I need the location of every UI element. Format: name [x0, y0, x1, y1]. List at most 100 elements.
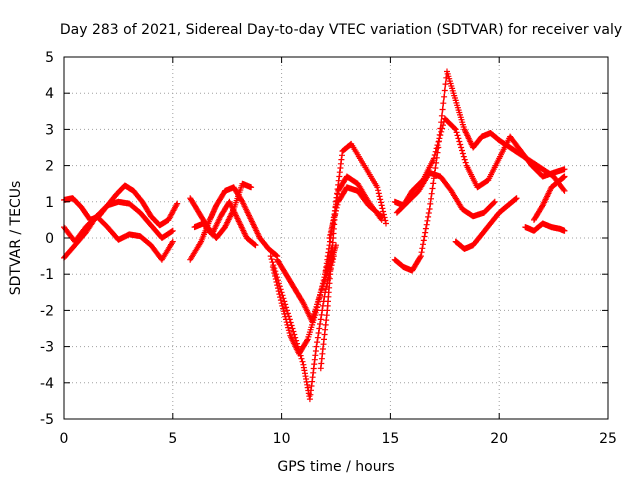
data-point [377, 196, 384, 203]
data-point [252, 242, 259, 249]
data-point [282, 313, 289, 320]
data-point [276, 291, 283, 298]
data-point [277, 297, 284, 304]
data-point [442, 81, 449, 88]
data-point [491, 198, 498, 205]
x-tick-label: 5 [168, 431, 177, 447]
data-point [280, 308, 287, 315]
data-point [452, 126, 459, 133]
data-point [433, 159, 440, 166]
data-point [314, 339, 321, 346]
y-axis-label: SDTVAR / TECUs [8, 181, 24, 296]
data-point [432, 148, 439, 155]
data-point [451, 125, 458, 132]
data-point [437, 132, 444, 139]
data-point [286, 330, 293, 336]
y-tick-label: 0 [45, 231, 54, 247]
data-point [418, 249, 425, 256]
data-point [378, 199, 384, 206]
data-point [420, 241, 426, 248]
data-point [289, 325, 296, 332]
data-point [285, 324, 292, 331]
data-point [284, 307, 290, 314]
data-point [428, 190, 435, 197]
axis-ticks [63, 56, 609, 420]
data-point [490, 199, 497, 206]
data-point [329, 222, 336, 229]
y-tick-label: -2 [40, 303, 54, 319]
y-tick-label: 4 [45, 86, 54, 102]
chart-title: Day 283 of 2021, Sidereal Day-to-day VTE… [60, 22, 622, 38]
y-tick-label: -5 [40, 412, 54, 428]
data-point [333, 204, 340, 211]
data-point [457, 141, 464, 148]
data-points [61, 68, 568, 403]
data-point [283, 316, 289, 323]
data-point [275, 288, 282, 295]
data-point [375, 190, 382, 197]
data-point [438, 112, 445, 119]
data-point [376, 193, 383, 200]
data-point [425, 210, 432, 216]
y-tick-label: 5 [45, 50, 54, 66]
data-point [383, 220, 389, 227]
data-point [380, 208, 387, 215]
data-point [434, 142, 441, 149]
data-point [436, 135, 443, 142]
data-point [458, 144, 465, 151]
x-tick-label: 0 [60, 431, 69, 447]
data-point [298, 355, 305, 362]
data-point [277, 294, 284, 301]
data-point [456, 138, 463, 145]
y-tick-label: -4 [40, 376, 54, 392]
series-arc-18 [531, 173, 568, 223]
data-point [290, 328, 297, 335]
y-tick-label: -1 [40, 267, 54, 283]
data-point [317, 316, 324, 323]
data-point [420, 237, 427, 244]
data-point [271, 270, 278, 276]
data-point [314, 334, 321, 341]
data-point [375, 187, 382, 194]
series-arc-14 [391, 115, 568, 209]
data-point [441, 87, 448, 94]
series-arc-9 [274, 242, 339, 325]
data-point [426, 206, 433, 212]
series-arc-3 [61, 213, 176, 263]
data-point [315, 330, 322, 336]
data-point [330, 216, 337, 223]
data-point [304, 337, 310, 344]
data-point [280, 305, 287, 312]
data-point [454, 132, 461, 139]
x-tick-label: 10 [273, 431, 291, 447]
data-point [269, 264, 276, 270]
data-point [328, 225, 335, 232]
data-point [438, 128, 445, 135]
data-point [284, 321, 291, 328]
x-tick-label: 25 [599, 431, 617, 447]
data-point [433, 145, 440, 152]
data-point [422, 229, 429, 236]
data-point [278, 300, 285, 307]
data-point [378, 213, 385, 220]
data-point [462, 159, 469, 166]
data-point [459, 150, 466, 157]
data-point [459, 147, 465, 154]
series-arc-6 [191, 198, 259, 249]
data-point [422, 225, 429, 232]
data-point [285, 327, 292, 334]
data-point [439, 125, 446, 132]
data-point [327, 232, 334, 238]
series-arc-16 [452, 195, 520, 252]
data-point [560, 186, 567, 193]
data-point [270, 267, 277, 273]
data-point [430, 155, 437, 162]
x-axis-label: GPS time / hours [277, 459, 394, 475]
data-point [417, 253, 424, 260]
data-point [440, 100, 447, 107]
data-point [424, 217, 431, 224]
data-point [275, 285, 281, 292]
data-point [461, 156, 468, 163]
y-tick-label: 1 [45, 195, 54, 211]
